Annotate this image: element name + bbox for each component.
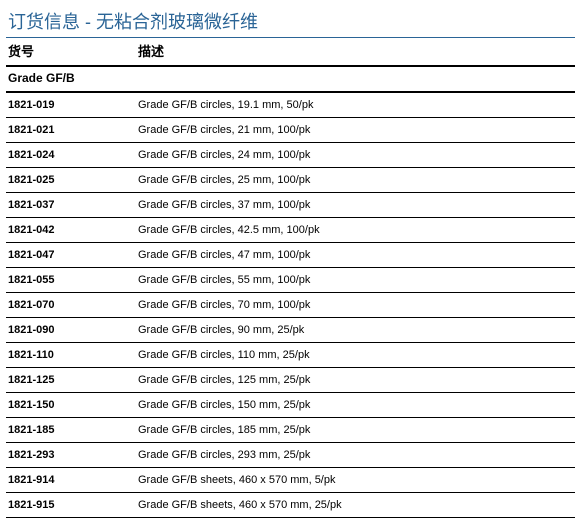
product-code: 1821-125 [8,374,138,386]
product-code: 1821-185 [8,424,138,436]
table-header-row: 货号 描述 [6,38,575,67]
product-code: 1821-055 [8,274,138,286]
product-code: 1821-914 [8,474,138,486]
product-code: 1821-150 [8,399,138,411]
product-desc: Grade GF/B circles, 42.5 mm, 100/pk [138,224,573,236]
table-row: 1821-070Grade GF/B circles, 70 mm, 100/p… [6,293,575,318]
table-row: 1821-055Grade GF/B circles, 55 mm, 100/p… [6,268,575,293]
table-row: 1821-914Grade GF/B sheets, 460 x 570 mm,… [6,468,575,493]
product-desc: Grade GF/B circles, 70 mm, 100/pk [138,299,573,311]
product-desc: Grade GF/B circles, 25 mm, 100/pk [138,174,573,186]
table-row: 1821-150Grade GF/B circles, 150 mm, 25/p… [6,393,575,418]
product-code: 1821-915 [8,499,138,511]
product-desc: Grade GF/B circles, 110 mm, 25/pk [138,349,573,361]
product-code: 1821-110 [8,349,138,361]
product-code: 1821-293 [8,449,138,461]
product-desc: Grade GF/B circles, 55 mm, 100/pk [138,274,573,286]
product-desc: Grade GF/B circles, 293 mm, 25/pk [138,449,573,461]
product-desc: Grade GF/B circles, 150 mm, 25/pk [138,399,573,411]
product-desc: Grade GF/B circles, 185 mm, 25/pk [138,424,573,436]
page-title: 订货信息 - 无粘合剂玻璃微纤维 [6,6,575,38]
table-row: 1821-025Grade GF/B circles, 25 mm, 100/p… [6,168,575,193]
product-code: 1821-037 [8,199,138,211]
product-desc: Grade GF/B circles, 90 mm, 25/pk [138,324,573,336]
product-desc: Grade GF/B circles, 21 mm, 100/pk [138,124,573,136]
product-code: 1821-021 [8,124,138,136]
table-row: 1821-042Grade GF/B circles, 42.5 mm, 100… [6,218,575,243]
table-row: 1821-915Grade GF/B sheets, 460 x 570 mm,… [6,493,575,518]
table-row: 1821-037Grade GF/B circles, 37 mm, 100/p… [6,193,575,218]
product-code: 1821-047 [8,249,138,261]
product-desc: Grade GF/B circles, 24 mm, 100/pk [138,149,573,161]
product-desc: Grade GF/B circles, 125 mm, 25/pk [138,374,573,386]
table-row: 1821-019Grade GF/B circles, 19.1 mm, 50/… [6,93,575,118]
table-row: 1821-021Grade GF/B circles, 21 mm, 100/p… [6,118,575,143]
table-row: 1821-125Grade GF/B circles, 125 mm, 25/p… [6,368,575,393]
product-code: 1821-019 [8,99,138,111]
product-desc: Grade GF/B circles, 47 mm, 100/pk [138,249,573,261]
product-code: 1821-070 [8,299,138,311]
table-row: 1821-047Grade GF/B circles, 47 mm, 100/p… [6,243,575,268]
product-desc: Grade GF/B sheets, 460 x 570 mm, 25/pk [138,499,573,511]
product-code: 1821-042 [8,224,138,236]
table-row: 1821-185Grade GF/B circles, 185 mm, 25/p… [6,418,575,443]
table-row: 1821-024Grade GF/B circles, 24 mm, 100/p… [6,143,575,168]
table-body: 1821-019Grade GF/B circles, 19.1 mm, 50/… [6,93,575,518]
product-desc: Grade GF/B sheets, 460 x 570 mm, 5/pk [138,474,573,486]
product-code: 1821-090 [8,324,138,336]
product-code: 1821-025 [8,174,138,186]
product-code: 1821-024 [8,149,138,161]
table-row: 1821-090Grade GF/B circles, 90 mm, 25/pk [6,318,575,343]
header-code: 货号 [8,41,138,60]
product-desc: Grade GF/B circles, 37 mm, 100/pk [138,199,573,211]
table-row: 1821-293Grade GF/B circles, 293 mm, 25/p… [6,443,575,468]
grade-label: Grade GF/B [6,67,575,93]
header-desc: 描述 [138,41,573,60]
product-desc: Grade GF/B circles, 19.1 mm, 50/pk [138,99,573,111]
table-row: 1821-110Grade GF/B circles, 110 mm, 25/p… [6,343,575,368]
